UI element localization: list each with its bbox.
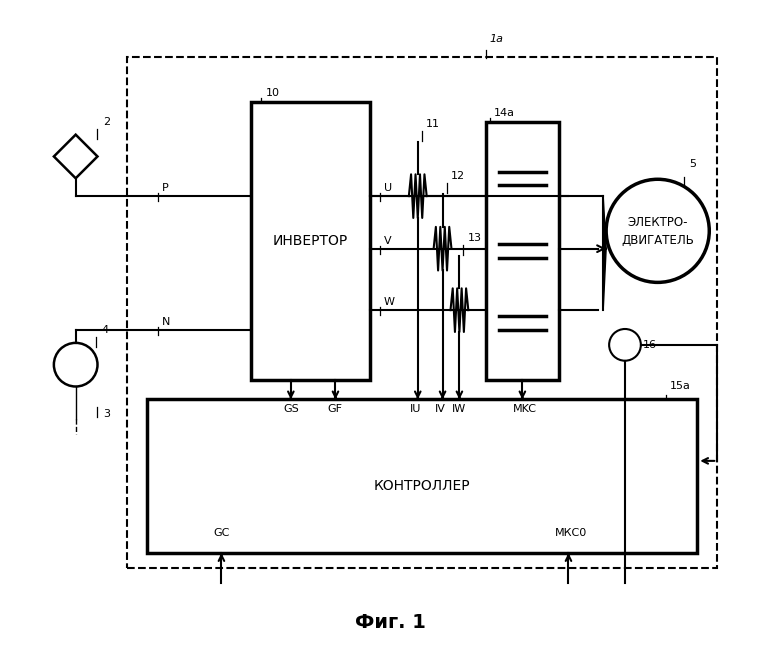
Text: Фиг. 1: Фиг. 1 [355,613,425,632]
Text: W: W [384,297,395,307]
Text: 2: 2 [104,117,111,127]
Polygon shape [603,196,606,310]
Text: ЭЛЕКТРО-: ЭЛЕКТРО- [627,216,688,230]
Text: ДВИГАТЕЛЬ: ДВИГАТЕЛЬ [622,234,694,247]
Bar [486,122,558,380]
Text: 14a: 14a [494,108,515,118]
Text: IU: IU [410,404,421,414]
Text: 1a: 1a [489,34,503,45]
Circle shape [54,343,98,386]
Bar [127,57,717,568]
Text: 5: 5 [690,159,697,169]
Text: 11: 11 [426,119,440,129]
Text: GC: GC [214,528,230,538]
Circle shape [609,329,641,361]
Text: 15a: 15a [669,381,690,392]
Text: IW: IW [452,404,466,414]
Text: GF: GF [328,404,342,414]
Text: ИНВЕРТОР: ИНВЕРТОР [273,234,349,248]
Text: 10: 10 [266,88,280,98]
Text: МКС0: МКС0 [555,528,587,538]
Text: MKC: MKC [512,404,537,414]
Text: GS: GS [283,404,299,414]
Text: 4: 4 [101,325,108,335]
Text: КОНТРОЛЛЕР: КОНТРОЛЛЕР [374,479,470,493]
Circle shape [606,179,709,282]
Text: IV: IV [434,404,445,414]
Text: P: P [162,183,168,193]
Text: U: U [384,183,392,193]
Bar [251,102,370,380]
Bar [147,400,697,553]
Text: 16: 16 [643,340,657,350]
Text: V: V [384,236,392,246]
Text: 3: 3 [104,409,111,419]
Text: 12: 12 [451,171,465,181]
Text: N: N [162,317,170,327]
Text: 13: 13 [467,233,481,243]
